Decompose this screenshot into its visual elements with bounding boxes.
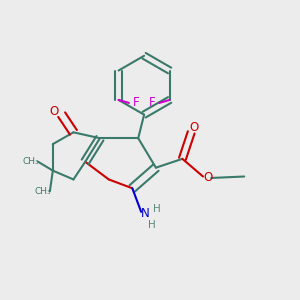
Text: O: O [50,105,59,118]
Text: CH₃: CH₃ [34,187,51,196]
Text: H: H [148,220,155,230]
Text: CH₃: CH₃ [22,157,39,166]
Text: O: O [190,122,199,134]
Text: H: H [154,204,161,214]
Text: O: O [204,172,213,184]
Text: F: F [148,96,155,110]
Text: N: N [141,207,150,220]
Text: F: F [133,96,140,110]
